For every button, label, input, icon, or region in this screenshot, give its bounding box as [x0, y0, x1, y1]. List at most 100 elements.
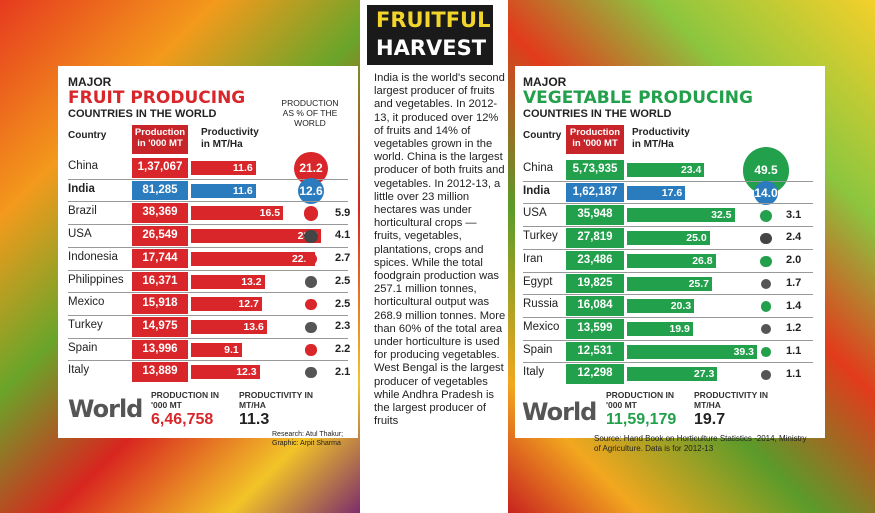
veg-productivity-bar-8 [627, 344, 757, 359]
fruit-production-6: 15,918 [132, 294, 188, 314]
veg-country-0: China [523, 162, 554, 174]
veg-productivity-bar-0 [627, 163, 705, 177]
fruit-row-separator-2 [68, 224, 348, 226]
fruit-country-3: USA [68, 228, 92, 241]
veg-share-dot-4 [760, 255, 772, 267]
fruit-productivity-label-2: 16.5 [259, 207, 281, 220]
fruit-productivity-bar-1 [191, 183, 256, 198]
veg-col-production: Production in '000 MT [566, 125, 624, 154]
veg-share-label-6: 1.4 [786, 299, 802, 312]
veg-country-7: Mexico [523, 320, 560, 333]
veg-row-separator-8 [523, 362, 813, 364]
veg-production-2: 35,948 [566, 205, 624, 226]
veg-share-dot-6 [760, 301, 772, 312]
veg-world-production-label: PRODUCTION IN '000 MT [606, 390, 674, 410]
fruit-share-label-0: 21.2 [299, 161, 323, 176]
fruit-row-separator-7 [68, 337, 348, 339]
veg-share-dot-2 [759, 209, 773, 222]
veg-row-separator-3 [523, 248, 813, 250]
fruit-productivity-label-5: 13.2 [241, 275, 262, 288]
veg-row-separator-1 [523, 203, 813, 205]
fruit-share-label-7: 2.3 [335, 320, 351, 333]
fruit-row-separator-8 [68, 360, 348, 362]
fruit-productivity-bar-8 [191, 342, 242, 357]
veg-world-production-value: 11,59,179 [606, 411, 677, 428]
fruit-share-dot-4 [305, 253, 317, 266]
fruit-share-dot-8 [305, 344, 317, 356]
fruit-row-separator-1 [68, 201, 348, 203]
fruit-world-production-value: 6,46,758 [151, 411, 214, 428]
veg-row-separator-2 [523, 226, 813, 228]
fruit-row-separator-6 [68, 314, 348, 316]
veg-productivity-bar-7 [627, 321, 693, 336]
fruit-title: FRUIT PRODUCING [68, 88, 246, 108]
fruit-country-6: Mexico [68, 296, 105, 309]
veg-row-separator-0 [523, 180, 813, 182]
fruit-country-8: Spain [68, 341, 98, 354]
fruit-productivity-bar-3 [191, 229, 321, 244]
fruit-share-label-2: 5.9 [335, 206, 351, 219]
veg-share-dot-3 [760, 232, 772, 245]
veg-country-3: Turkey [523, 230, 558, 243]
fruit-productivity-bar-6 [191, 297, 262, 312]
veg-productivity-label-4: 26.8 [692, 254, 713, 267]
veg-share-label-9: 1.1 [786, 367, 802, 380]
fruit-share-dot-3 [304, 229, 318, 244]
veg-productivity-bar-2 [627, 208, 735, 223]
fruit-world-production-label: PRODUCTION IN '000 MT [151, 390, 219, 410]
veg-share-label-5: 1.7 [786, 276, 802, 289]
fruit-productivity-label-9: 12.3 [236, 366, 257, 379]
fruit-world-productivity-value: 11.3 [239, 411, 270, 428]
fruit-production-1: 81,285 [132, 180, 188, 201]
fruit-col-country: Country [68, 130, 107, 141]
veg-share-label-2: 3.1 [786, 208, 802, 221]
veg-production-5: 19,825 [566, 273, 624, 294]
veg-country-8: Spain [523, 343, 553, 356]
fruit-productivity-label-0: 11.6 [232, 162, 253, 174]
veg-col-share: PRODUCTION AS % OF THE WORLD [726, 116, 802, 136]
veg-country-2: USA [523, 207, 547, 220]
fruit-country-1: India [68, 182, 95, 195]
fruit-country-0: China [68, 160, 99, 172]
fruit-productivity-label-3: 23.3 [191, 229, 318, 243]
fruit-country-7: Turkey [68, 318, 103, 331]
fruit-share-dot-2 [303, 206, 319, 222]
veg-share-label-7: 1.2 [786, 322, 802, 335]
veg-row-separator-6 [523, 316, 813, 318]
veg-share-label-4: 2.0 [786, 254, 802, 267]
veg-productivity-bar-6 [627, 299, 695, 314]
veg-share-dot-7 [761, 324, 771, 335]
center-column [367, 0, 508, 513]
fruit-row-separator-5 [68, 292, 348, 294]
fruit-country-5: Philippines [68, 273, 124, 286]
fruit-share-dot-6 [305, 298, 317, 311]
veg-productivity-label-9: 27.3 [693, 368, 715, 381]
fruit-productivity-bar-7 [191, 319, 267, 334]
fruit-productivity-bar-2 [191, 206, 284, 221]
veg-production-3: 27,819 [566, 228, 624, 248]
fruit-share-dot-7 [305, 321, 317, 333]
fruit-production-0: 1,37,067 [132, 158, 188, 178]
veg-share-dot-1 [753, 180, 779, 206]
fruit-row-separator-4 [68, 269, 348, 271]
veg-country-5: Egypt [523, 275, 553, 288]
fruit-col-share: PRODUCTION AS % OF THE WORLD [281, 98, 339, 128]
veg-col-productivity: Productivity in MT/Ha [632, 127, 690, 150]
fruit-productivity-label-7: 13.6 [243, 320, 264, 333]
fruit-share-dot-5 [305, 276, 317, 288]
veg-share-label-0: 49.5 [754, 163, 778, 178]
fruit-production-4: 17,744 [132, 248, 188, 269]
fruit-productivity-label-8: 9.1 [224, 343, 239, 356]
veg-row-separator-4 [523, 271, 813, 273]
veg-share-dot-8 [761, 347, 771, 357]
title-line-1: FRUITFUL [376, 8, 491, 32]
veg-share-label-1: 14.0 [754, 186, 778, 201]
veg-world-productivity-value: 19.7 [694, 411, 726, 428]
veg-share-dot-9 [761, 369, 771, 380]
veg-row-separator-5 [523, 294, 813, 296]
veg-production-7: 13,599 [566, 318, 624, 339]
fruit-productivity-label-4: 22.3 [291, 252, 313, 265]
fruit-credit-graphic: Graphic: Arpit Sharma [272, 440, 341, 447]
veg-productivity-bar-3 [627, 231, 710, 246]
veg-production-4: 23,486 [566, 250, 624, 271]
